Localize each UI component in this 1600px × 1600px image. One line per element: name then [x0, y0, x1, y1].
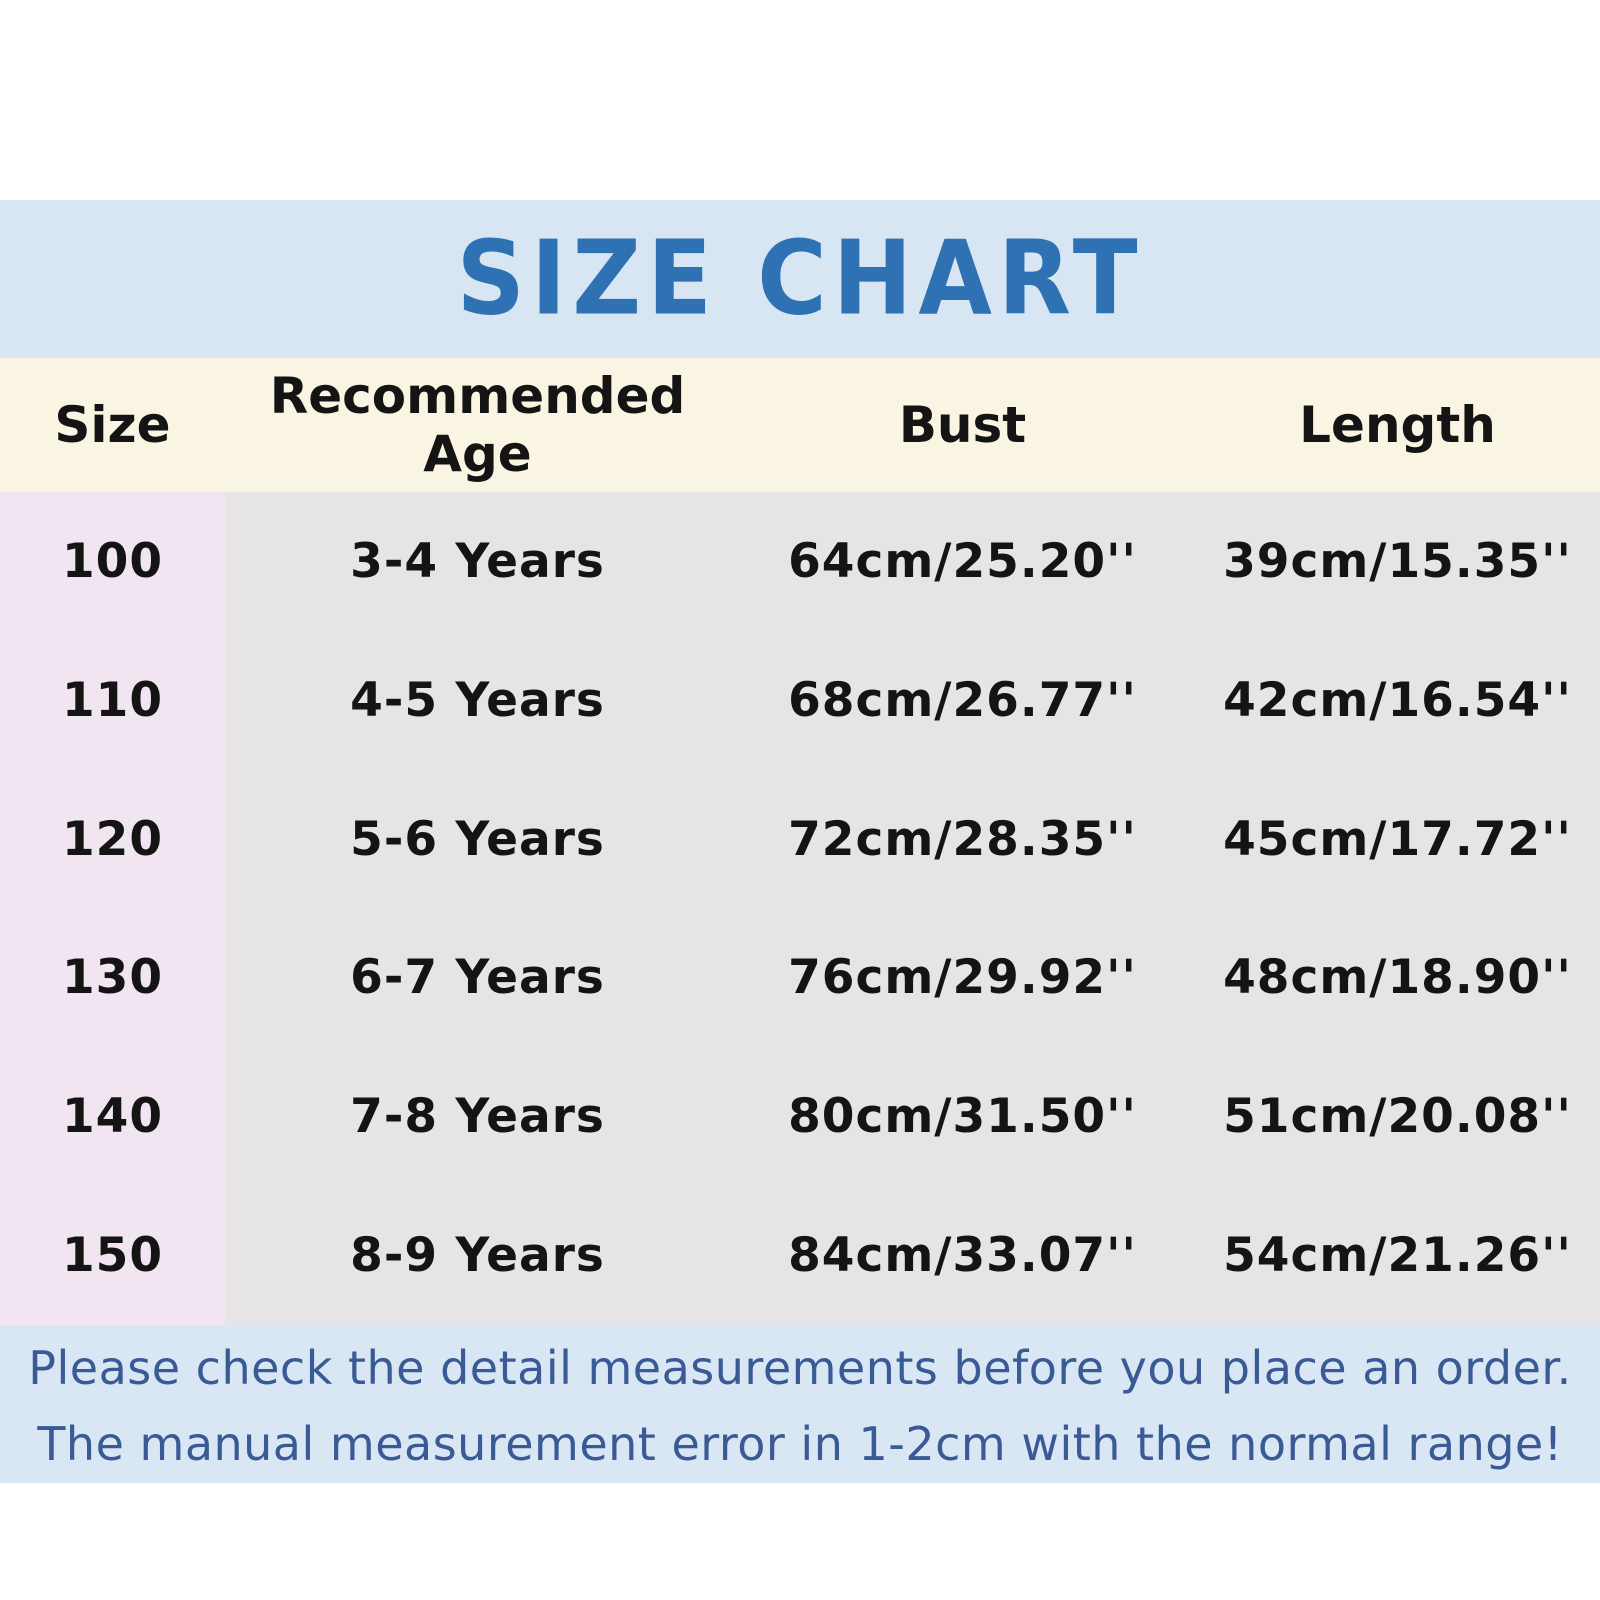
cell-bust: 76cm/29.92'' — [788, 950, 1137, 1006]
table-row: 100 3-4 Years 64cm/25.20'' 39cm/15.35'' — [0, 492, 1600, 631]
cell-bust: 68cm/26.77'' — [788, 672, 1137, 728]
cell-length: 39cm/15.35'' — [1223, 533, 1572, 589]
size-column-background — [0, 492, 225, 1325]
table-row: 110 4-5 Years 68cm/26.77'' 42cm/16.54'' — [0, 631, 1600, 770]
cell-bust: 72cm/28.35'' — [788, 811, 1137, 867]
cell-age: 7-8 Years — [350, 1089, 605, 1145]
cell-size: 150 — [61, 1228, 164, 1284]
cell-age: 6-7 Years — [350, 950, 605, 1006]
table-row: 120 5-6 Years 72cm/28.35'' 45cm/17.72'' — [0, 770, 1600, 909]
footer-note-banner: Please check the detail measurements bef… — [0, 1325, 1600, 1483]
cell-length: 48cm/18.90'' — [1223, 950, 1572, 1006]
footer-note-line2: The manual measurement error in 1-2cm wi… — [37, 1417, 1563, 1471]
cell-bust: 84cm/33.07'' — [788, 1228, 1137, 1284]
size-table-body: 100 3-4 Years 64cm/25.20'' 39cm/15.35'' … — [0, 492, 1600, 1325]
cell-bust: 80cm/31.50'' — [788, 1089, 1137, 1145]
cell-size: 120 — [61, 811, 164, 867]
column-header-bust: Bust — [898, 396, 1027, 454]
cell-size: 130 — [61, 950, 164, 1006]
title-banner: SIZE CHART — [0, 200, 1600, 358]
column-header-length: Length — [1299, 396, 1496, 454]
cell-age: 5-6 Years — [350, 811, 605, 867]
cell-age: 8-9 Years — [350, 1228, 605, 1284]
cell-size: 140 — [61, 1089, 164, 1145]
cell-size: 100 — [61, 533, 164, 589]
bottom-whitespace — [0, 1483, 1600, 1600]
table-header-row: Size Recommended Age Bust Length — [0, 358, 1600, 492]
cell-age: 4-5 Years — [350, 672, 605, 728]
cell-length: 45cm/17.72'' — [1223, 811, 1572, 867]
cell-length: 51cm/20.08'' — [1223, 1089, 1572, 1145]
footer-note-line1: Please check the detail measurements bef… — [28, 1341, 1572, 1395]
cell-length: 54cm/21.26'' — [1223, 1228, 1572, 1284]
top-whitespace — [0, 0, 1600, 200]
cell-size: 110 — [61, 672, 164, 728]
table-row: 150 8-9 Years 84cm/33.07'' 54cm/21.26'' — [0, 1186, 1600, 1325]
table-row: 130 6-7 Years 76cm/29.92'' 48cm/18.90'' — [0, 908, 1600, 1047]
table-row: 140 7-8 Years 80cm/31.50'' 51cm/20.08'' — [0, 1047, 1600, 1186]
column-header-recommended-age: Recommended Age — [269, 367, 686, 483]
cell-length: 42cm/16.54'' — [1223, 672, 1572, 728]
cell-bust: 64cm/25.20'' — [788, 533, 1137, 589]
column-header-size: Size — [54, 396, 171, 454]
page-title: SIZE CHART — [456, 219, 1144, 339]
cell-age: 3-4 Years — [350, 533, 605, 589]
